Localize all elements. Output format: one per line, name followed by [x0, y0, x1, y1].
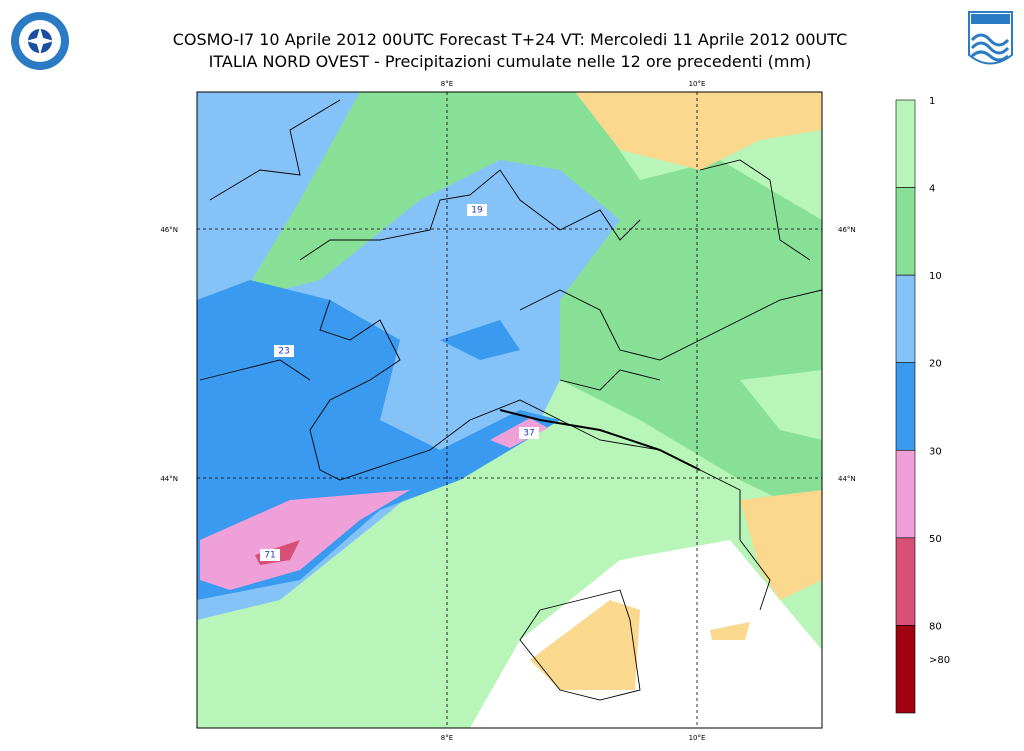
point-label: 19 [471, 206, 483, 216]
legend-swatch [895, 449, 916, 539]
legend-swatch [895, 625, 916, 714]
point-label: 71 [264, 551, 275, 561]
point-label-box [467, 204, 487, 216]
legend-swatch [895, 187, 916, 276]
legend-label: 80 [929, 621, 942, 632]
point-label: 37 [523, 429, 534, 439]
lat-label: 44°N [838, 475, 856, 483]
legend-label: >80 [929, 655, 950, 666]
lat-label: 46°N [838, 226, 856, 234]
lat-label: 46°N [160, 226, 178, 234]
logo-left [11, 12, 69, 70]
point-label-box [519, 427, 539, 439]
logo-right [968, 11, 1013, 65]
legend-label: 1 [929, 96, 935, 107]
point-label: 23 [278, 347, 289, 357]
legend-label: 10 [929, 271, 942, 282]
legend-label: 30 [929, 446, 942, 457]
legend-swatch [895, 274, 916, 364]
legend-swatch [895, 362, 916, 451]
legend-label: 50 [929, 534, 942, 545]
legend-label: 20 [929, 359, 942, 370]
lon-label: 8°E [441, 80, 453, 88]
point-label-box [274, 345, 294, 357]
lon-label: 10°E [689, 80, 706, 88]
title-line-2: ITALIA NORD OVEST - Precipitazioni cumul… [209, 52, 812, 71]
point-label-box [260, 549, 280, 561]
legend-swatch [895, 99, 916, 188]
lon-label: 10°E [689, 734, 706, 742]
legend: 1 4 10 20 30 50 80 >80 [895, 96, 950, 714]
map-frame [196, 91, 823, 729]
lat-label: 44°N [160, 475, 178, 483]
legend-label: 4 [929, 184, 935, 195]
point-labels: 19 23 37 71 [260, 204, 539, 561]
title-line-1: COSMO-I7 10 Aprile 2012 00UTC Forecast T… [173, 30, 848, 49]
legend-swatch [895, 537, 916, 626]
map [197, 92, 822, 728]
lon-label: 8°E [441, 734, 453, 742]
